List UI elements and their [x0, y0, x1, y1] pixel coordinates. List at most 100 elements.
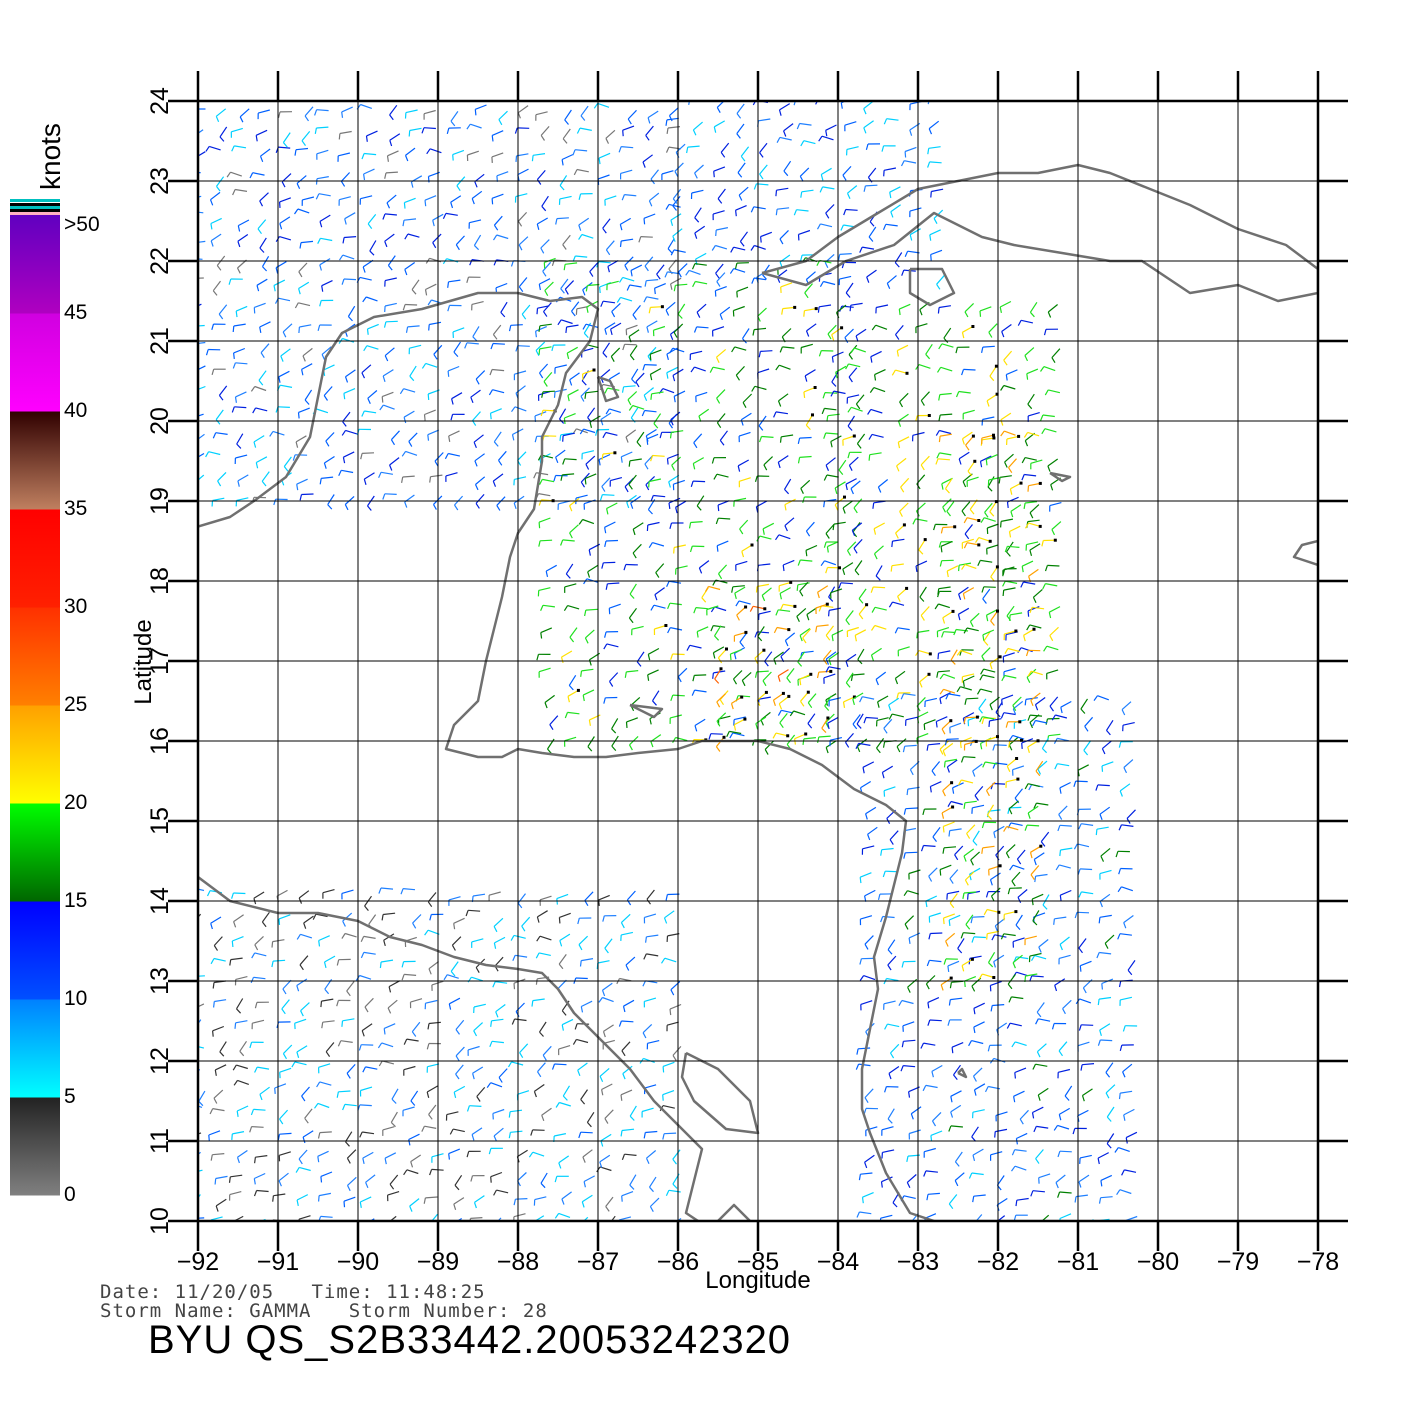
wind-barb-flag: [317, 179, 318, 185]
wind-barb: [474, 1023, 483, 1031]
rain-flag-dot: [826, 717, 829, 720]
wind-barb-flag: [217, 266, 221, 271]
wind-barb: [456, 1065, 464, 1074]
wind-barb: [863, 1193, 874, 1198]
wind-barb-flag: [826, 747, 828, 753]
wind-barb: [518, 452, 526, 461]
wind-barb: [1000, 476, 1012, 478]
wind-barb-flag: [673, 738, 676, 743]
wind-barb-flag: [539, 349, 540, 355]
wind-barb: [338, 153, 350, 156]
wind-barb: [449, 431, 460, 436]
wind-barb-flag: [731, 247, 734, 252]
wind-barb-flag: [534, 1091, 536, 1097]
wind-barb: [646, 126, 654, 135]
wind-barb-flag: [579, 520, 582, 525]
wind-barb: [541, 126, 549, 135]
wind-barb: [715, 246, 727, 249]
wind-barb-flag: [993, 745, 995, 751]
wind-barb-flag: [697, 632, 698, 638]
wind-barb: [1005, 454, 1014, 462]
wind-barb: [826, 458, 835, 466]
wind-barb: [385, 234, 395, 241]
wind-barb-flag: [297, 1052, 299, 1058]
wind-barb-flag: [970, 509, 974, 514]
wind-barb: [1004, 431, 1015, 435]
wind-barb: [475, 105, 486, 109]
wind-barb: [454, 1198, 464, 1205]
wind-barb-flag: [1048, 466, 1050, 472]
wind-barb-flag: [339, 134, 340, 140]
wind-barb: [948, 961, 959, 966]
wind-barb: [761, 232, 772, 236]
wind-barb: [254, 1109, 266, 1110]
wind-barb-flag: [989, 332, 992, 337]
wind-barb-flag: [363, 297, 367, 302]
wind-barb-flag: [337, 960, 338, 966]
wind-barb: [1004, 386, 1016, 390]
wind-barb: [360, 1197, 371, 1202]
wind-barb: [1017, 850, 1025, 859]
wind-barb-flag: [785, 505, 786, 511]
wind-barb: [665, 958, 676, 962]
wind-barb-flag: [1031, 852, 1033, 858]
wind-barb-flag: [1060, 944, 1062, 950]
wind-barb-flag: [370, 251, 374, 255]
wind-barb: [1126, 1132, 1137, 1137]
rain-flag-dot: [786, 734, 789, 737]
wind-barb: [213, 281, 220, 291]
wind-barb: [1008, 974, 1015, 984]
wind-barb-flag: [790, 711, 793, 716]
wind-barb-flag: [1081, 1065, 1082, 1071]
wind-barb-flag: [326, 441, 329, 446]
wind-barb-flag: [412, 290, 416, 295]
wind-barb: [497, 172, 508, 176]
wind-barb-flag: [859, 1174, 860, 1180]
wind-barb: [904, 1196, 916, 1199]
wind-barb-flag: [872, 655, 874, 661]
wind-barb: [298, 209, 309, 213]
wind-barb-flag: [388, 156, 389, 162]
wind-barb: [975, 1084, 985, 1090]
wind-barb-flag: [1033, 721, 1036, 726]
coastline-segment: [762, 165, 1318, 301]
wind-barb-flag: [537, 654, 539, 660]
rain-flag-dot: [723, 736, 726, 739]
wind-barb-flag: [1025, 356, 1028, 361]
wind-barb-flag: [422, 128, 424, 134]
wind-barb-flag: [787, 678, 791, 683]
wind-barb: [262, 472, 269, 482]
x-tick-label: −89: [417, 1248, 459, 1276]
wind-barb-flag: [562, 1025, 563, 1031]
wind-barb-flag: [967, 834, 970, 839]
wind-barb-flag: [889, 602, 892, 607]
wind-barb-flag: [253, 408, 256, 413]
wind-barb-flag: [694, 443, 697, 448]
wind-barb-flag: [283, 332, 286, 337]
wind-barb-flag: [477, 1097, 480, 1102]
wind-barb: [866, 807, 876, 813]
wind-barb: [841, 583, 853, 584]
wind-barb-flag: [318, 1156, 319, 1162]
wind-barb-flag: [343, 457, 344, 463]
wind-barb: [849, 457, 858, 465]
wind-barb-flag: [832, 357, 833, 363]
wind-barb: [846, 283, 853, 293]
wind-barb-flag: [846, 620, 850, 625]
wind-barb-flag: [318, 238, 321, 243]
wind-barb: [947, 891, 959, 893]
wind-barb: [622, 1192, 633, 1196]
wind-barb: [1028, 394, 1035, 404]
wind-barb-flag: [444, 975, 447, 980]
wind-barb: [493, 474, 503, 481]
wind-barb-flag: [818, 307, 819, 313]
wind-barb: [1028, 784, 1040, 787]
wind-barb-flag: [600, 1076, 603, 1081]
wind-barb-flag: [1055, 764, 1058, 769]
coastline-segment: [630, 705, 662, 717]
wind-barb-flag: [686, 270, 690, 275]
wind-barb: [908, 979, 917, 987]
wind-barb: [783, 560, 794, 565]
wind-barb: [495, 957, 503, 966]
wind-barb-flag: [981, 461, 982, 467]
